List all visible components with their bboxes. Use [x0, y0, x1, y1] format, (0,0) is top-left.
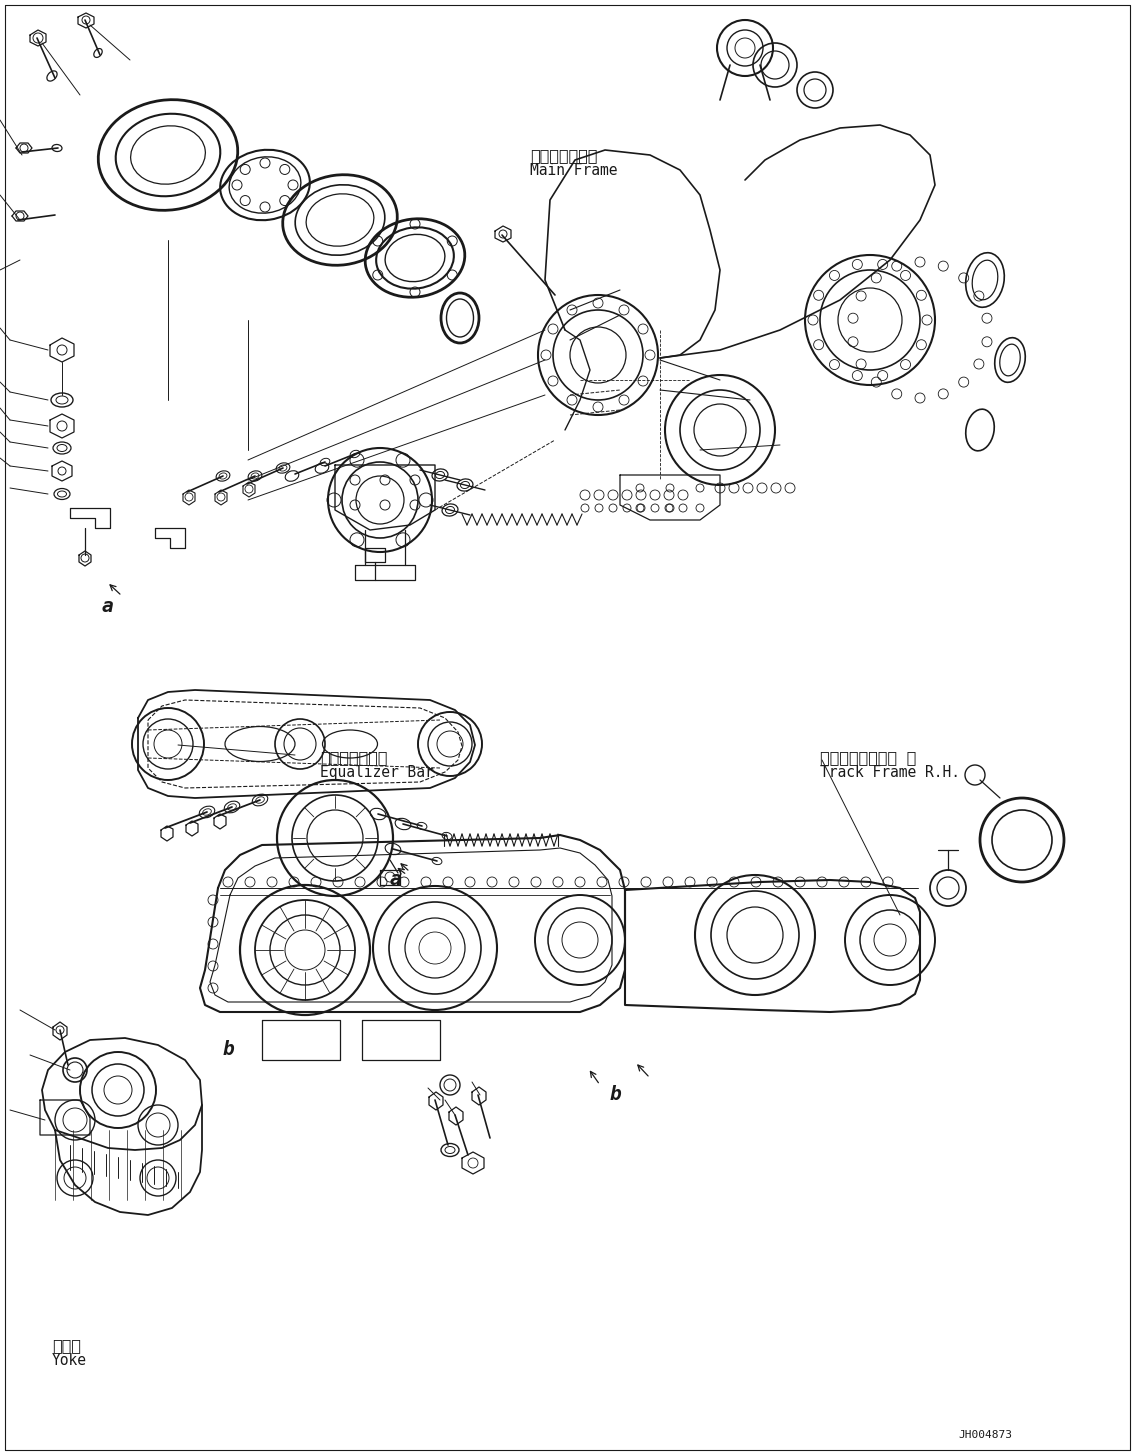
Text: トラックフレーム 右: トラックフレーム 右 — [819, 750, 916, 764]
Text: b: b — [609, 1085, 621, 1104]
Text: Equalizer Bar: Equalizer Bar — [320, 764, 434, 780]
Text: Track Frame R.H.: Track Frame R.H. — [819, 764, 960, 780]
Text: Yoke: Yoke — [52, 1353, 87, 1369]
Text: イコライザバー: イコライザバー — [320, 750, 387, 764]
Text: b: b — [222, 1040, 234, 1059]
Text: Main Frame: Main Frame — [530, 163, 617, 178]
Text: メインフレーム: メインフレーム — [530, 149, 597, 163]
Text: JH004873: JH004873 — [958, 1430, 1012, 1440]
Text: a: a — [389, 871, 401, 890]
Text: ヨーク: ヨーク — [52, 1338, 81, 1353]
Text: a: a — [101, 597, 112, 616]
